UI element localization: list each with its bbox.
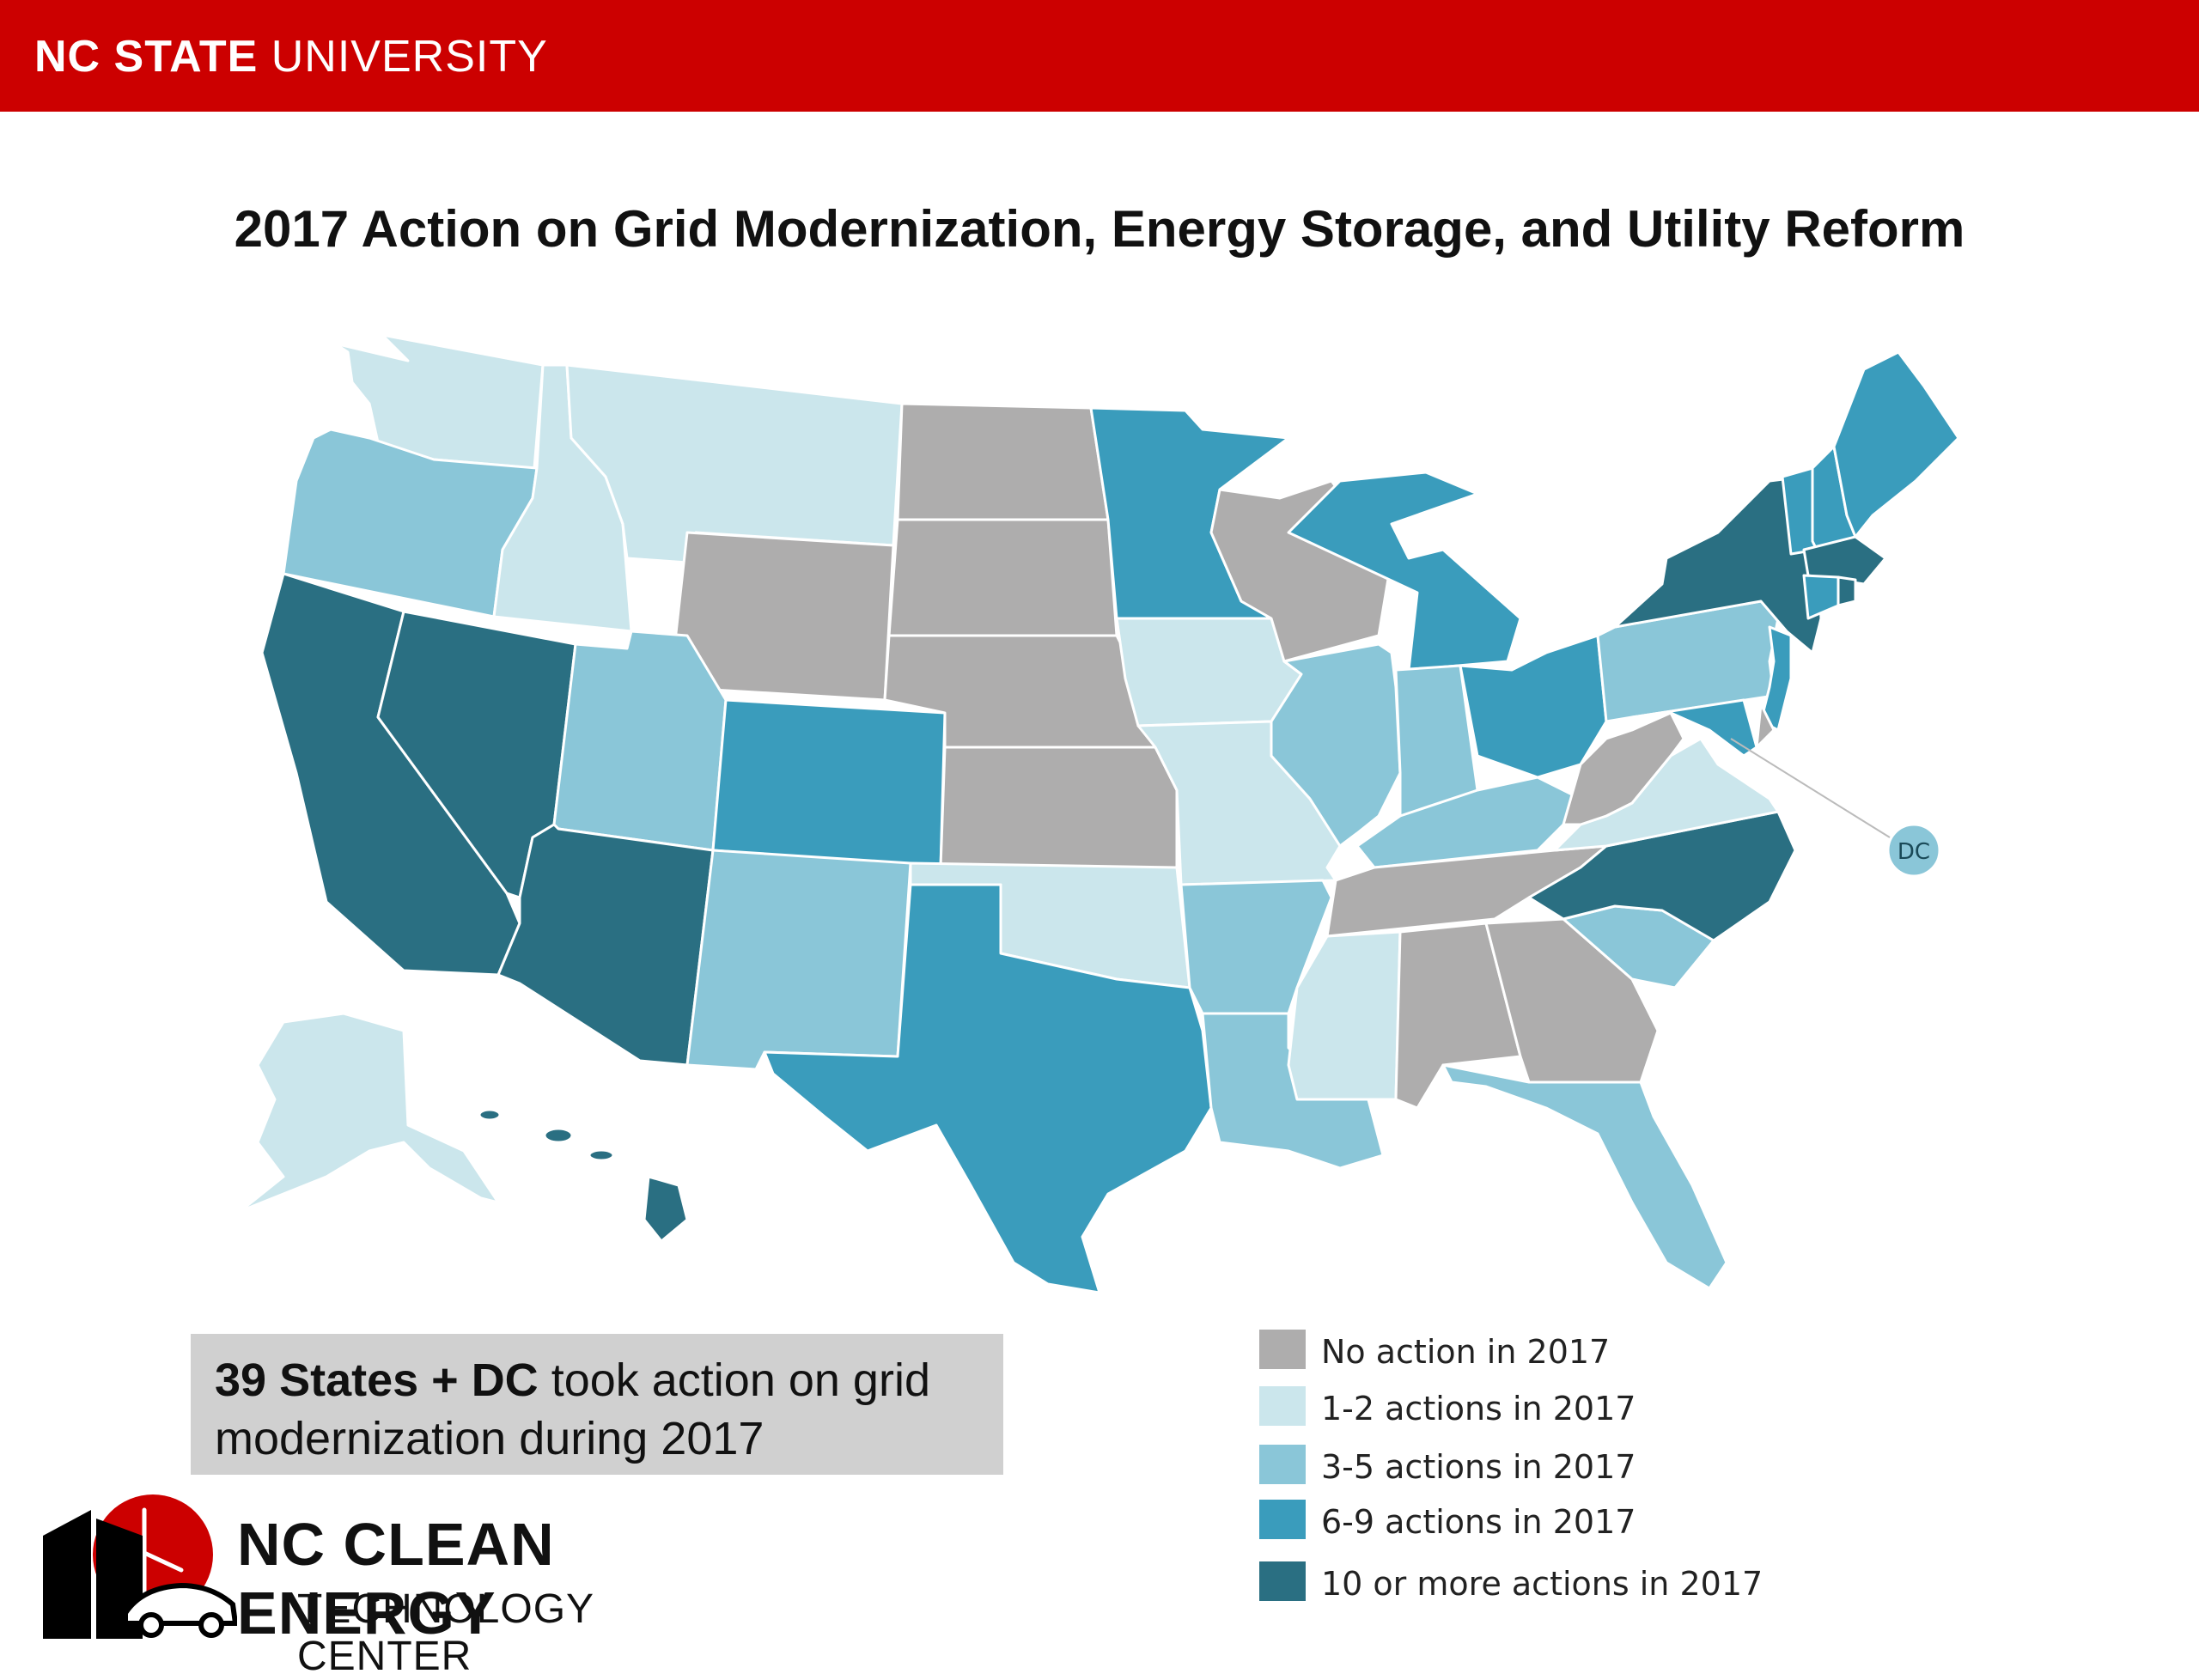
dc-leader-line <box>1730 738 1891 838</box>
nc-clean-energy-logo[interactable]: NC CLEAN ENERGY TECHNOLOGY CENTER <box>40 1484 761 1679</box>
state-tx[interactable] <box>763 883 1213 1294</box>
university-brand[interactable]: NC STATE UNIVERSITY <box>34 31 548 82</box>
summary-rest: took action on grid <box>538 1354 930 1406</box>
legend-item-mid: 3-5 actions in 2017 <box>1259 1445 1775 1486</box>
logo-title: NC CLEAN ENERGY <box>237 1511 555 1647</box>
summary-bold: 39 States + DC <box>215 1354 539 1406</box>
brand-regular-text: UNIVERSITY <box>271 32 548 82</box>
legend-item-max: 10 or more actions in 2017 <box>1259 1561 1775 1603</box>
state-md[interactable] <box>1630 698 1758 758</box>
state-ia[interactable] <box>1115 617 1303 727</box>
state-mi[interactable] <box>1287 471 1522 672</box>
state-ma[interactable] <box>1802 535 1887 586</box>
dc-marker[interactable] <box>1886 823 1941 878</box>
state-de[interactable] <box>1755 703 1776 749</box>
state-sd[interactable] <box>887 518 1118 637</box>
state-nc[interactable] <box>1527 810 1797 942</box>
header-bar <box>0 0 2199 112</box>
state-ak[interactable] <box>239 1012 500 1213</box>
state-az[interactable] <box>496 823 715 1067</box>
state-nm[interactable] <box>685 849 912 1071</box>
logo-icon <box>43 1494 237 1639</box>
summary-box: 39 States + DC took action on grid moder… <box>191 1334 1003 1475</box>
legend-label: 10 or more actions in 2017 <box>1321 1565 1763 1603</box>
brand-bold-text: NC STATE <box>34 32 259 82</box>
state-nd[interactable] <box>896 402 1110 521</box>
legend-label: 3-5 actions in 2017 <box>1321 1448 1636 1486</box>
legend-swatch <box>1259 1386 1306 1426</box>
legend-swatch <box>1259 1561 1306 1601</box>
summary-line2: modernization during 2017 <box>215 1413 764 1464</box>
logo-subtitle: TECHNOLOGY CENTER <box>297 1586 594 1679</box>
legend-swatch <box>1259 1330 1306 1369</box>
legend-swatch <box>1259 1445 1306 1484</box>
state-ks[interactable] <box>939 746 1179 869</box>
page-title: 2017 Action on Grid Modernization, Energ… <box>234 200 1965 258</box>
legend-label: 6-9 actions in 2017 <box>1321 1503 1636 1541</box>
legend-label: 1-2 actions in 2017 <box>1321 1390 1636 1427</box>
legend-label: No action in 2017 <box>1321 1333 1611 1371</box>
legend-swatch <box>1259 1500 1306 1539</box>
state-ut[interactable] <box>552 630 728 852</box>
state-hi[interactable] <box>478 1108 689 1243</box>
state-la[interactable] <box>1201 1012 1385 1170</box>
state-ar[interactable] <box>1179 879 1333 1015</box>
legend-item-low: 1-2 actions in 2017 <box>1259 1386 1775 1427</box>
state-wv[interactable] <box>1562 711 1685 826</box>
state-il[interactable] <box>1270 642 1402 848</box>
state-co[interactable] <box>711 698 947 869</box>
state-mt[interactable] <box>565 363 904 564</box>
state-ct[interactable] <box>1802 574 1840 620</box>
state-me[interactable] <box>1832 350 1960 539</box>
dc-label: DC <box>1897 839 1930 865</box>
legend-item-none: No action in 2017 <box>1259 1330 1775 1371</box>
state-fl[interactable] <box>1441 1063 1728 1290</box>
legend-item-high: 6-9 actions in 2017 <box>1259 1500 1775 1541</box>
legend: No action in 2017 1-2 actions in 2017 3-… <box>1259 1330 1775 1613</box>
state-ri[interactable] <box>1837 575 1857 607</box>
